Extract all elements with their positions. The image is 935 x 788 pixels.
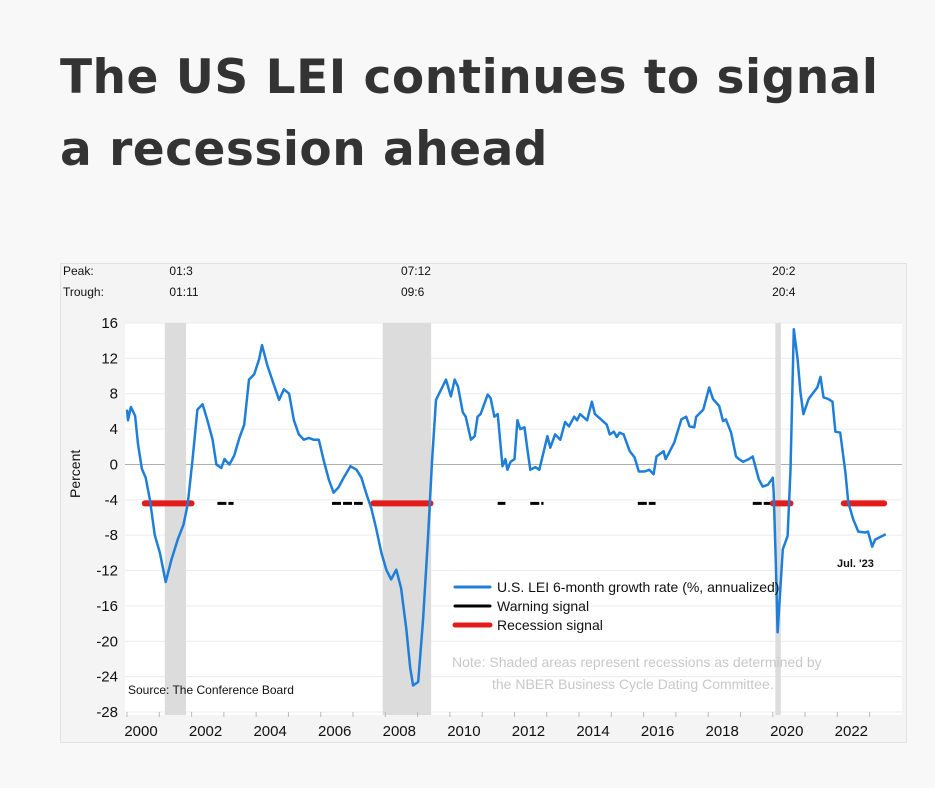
y-tick-label: 0 [110, 456, 118, 473]
recession-trough-label: 20:4 [772, 285, 796, 299]
end-date-label: Jul. '23 [837, 558, 874, 570]
recession-peak-label: 20:2 [772, 264, 796, 278]
y-tick-label: -4 [105, 492, 118, 509]
x-tick-label: 2004 [253, 723, 286, 740]
x-tick-label: 2016 [641, 723, 674, 740]
y-axis-label: Percent [67, 450, 83, 498]
y-tick-label: -16 [96, 598, 118, 615]
recession-trough-label: 01:11 [169, 285, 198, 299]
x-tick-label: 2002 [189, 723, 222, 740]
note-line: Note: Shaded areas represent recessions … [452, 654, 822, 670]
trough-header: Trough: [63, 285, 104, 299]
recession-trough-label: 09:6 [401, 285, 425, 299]
recession-shade [382, 323, 432, 715]
y-tick-label: -24 [96, 669, 118, 686]
recession-shade [164, 323, 187, 715]
legend-label: U.S. LEI 6-month growth rate (%, annuali… [497, 579, 779, 595]
note-line: the NBER Business Cycle Dating Committee… [492, 676, 774, 692]
recession-peak-label: 01:3 [169, 264, 193, 278]
plot-area [125, 323, 902, 715]
x-tick-label: 2014 [576, 723, 609, 740]
x-tick-label: 2018 [705, 723, 738, 740]
y-tick-label: -12 [96, 563, 118, 580]
recession-shade [775, 323, 781, 715]
x-tick-label: 2008 [383, 723, 416, 740]
lei-growth-line [125, 327, 887, 687]
page-title: The US LEI continues to signal a recessi… [60, 50, 879, 177]
source-label: Source: The Conference Board [128, 683, 294, 697]
recession-peak-label: 07:12 [401, 264, 431, 278]
x-tick-label: 2022 [835, 723, 868, 740]
x-tick-label: 2012 [512, 723, 545, 740]
y-tick-label: -8 [105, 527, 118, 544]
y-tick-label: 4 [110, 421, 118, 438]
x-tick-label: 2010 [447, 723, 480, 740]
x-tick-label: 2000 [124, 723, 157, 740]
y-tick-label: 12 [101, 350, 118, 367]
y-tick-label: -20 [96, 633, 118, 650]
x-tick-label: 2020 [770, 723, 803, 740]
y-tick-label: 8 [110, 386, 118, 403]
x-tick-label: 2006 [318, 723, 351, 740]
y-tick-label: 16 [101, 315, 118, 332]
legend-label: Recession signal [497, 617, 603, 633]
peak-header: Peak: [63, 264, 94, 278]
legend-label: Warning signal [497, 598, 589, 614]
y-tick-label: -28 [96, 704, 118, 721]
